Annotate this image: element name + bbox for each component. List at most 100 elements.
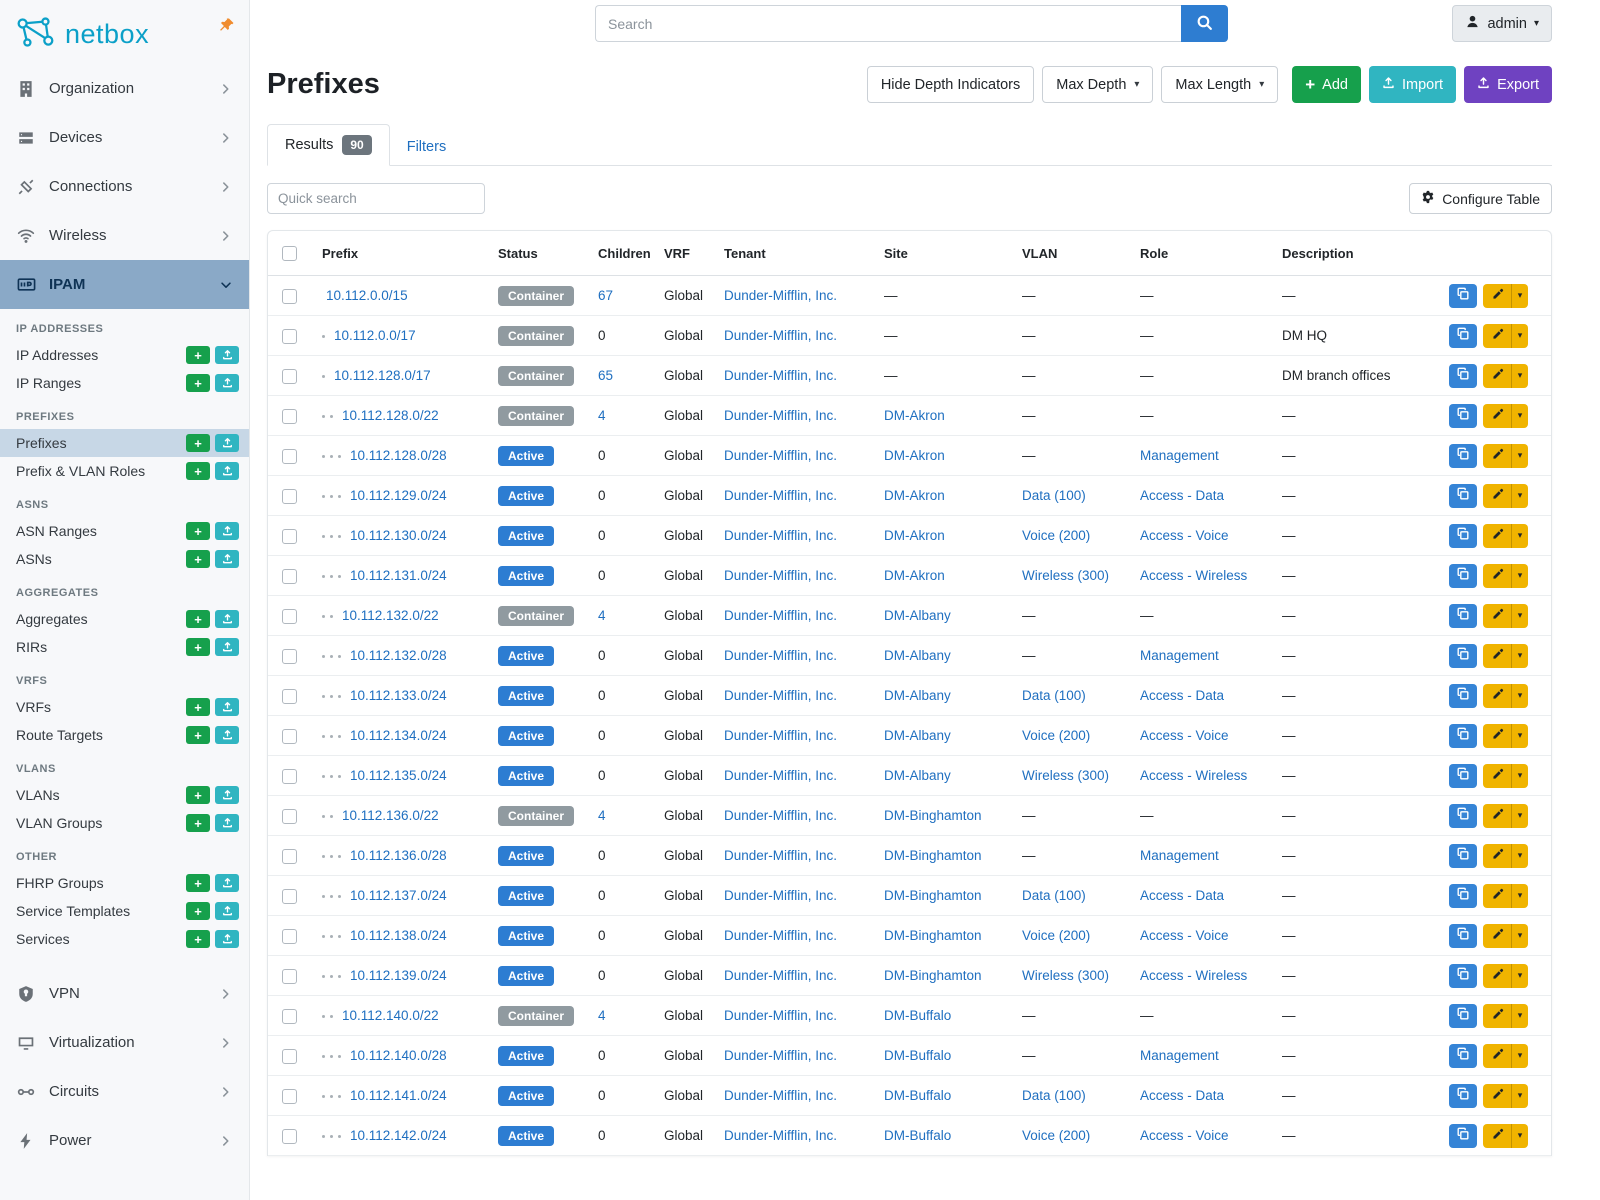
- children-link[interactable]: 67: [598, 288, 614, 304]
- role-link[interactable]: Access - Voice: [1140, 1128, 1229, 1144]
- tab-results[interactable]: Results 90: [267, 124, 390, 166]
- quick-add-button[interactable]: +: [186, 874, 210, 892]
- tenant-link[interactable]: Dunder-Mifflin, Inc.: [724, 568, 838, 584]
- children-link[interactable]: 4: [598, 1008, 606, 1024]
- sidebar-item-wireless[interactable]: Wireless: [0, 211, 249, 260]
- role-link[interactable]: Management: [1140, 448, 1219, 464]
- row-checkbox[interactable]: [282, 808, 297, 824]
- prefix-link[interactable]: 10.112.129.0/24: [350, 488, 447, 504]
- vlan-link[interactable]: Data (100): [1022, 488, 1086, 504]
- edit-dropdown-toggle[interactable]: ▾: [1511, 963, 1528, 988]
- copy-button[interactable]: [1449, 523, 1477, 548]
- tenant-link[interactable]: Dunder-Mifflin, Inc.: [724, 648, 838, 664]
- role-link[interactable]: Access - Voice: [1140, 528, 1229, 544]
- quick-import-button[interactable]: [215, 610, 239, 628]
- tenant-link[interactable]: Dunder-Mifflin, Inc.: [724, 488, 838, 504]
- row-checkbox[interactable]: [282, 408, 297, 424]
- copy-button[interactable]: [1449, 1003, 1477, 1028]
- role-link[interactable]: Management: [1140, 1048, 1219, 1064]
- copy-button[interactable]: [1449, 283, 1477, 308]
- site-link[interactable]: DM-Binghamton: [884, 968, 982, 984]
- quick-import-button[interactable]: [215, 698, 239, 716]
- sidebar-item-ip-ranges[interactable]: IP Ranges +: [0, 369, 249, 397]
- copy-button[interactable]: [1449, 763, 1477, 788]
- quick-import-button[interactable]: [215, 550, 239, 568]
- role-link[interactable]: Access - Data: [1140, 688, 1225, 704]
- row-checkbox[interactable]: [282, 848, 297, 864]
- row-checkbox[interactable]: [282, 1048, 297, 1064]
- edit-dropdown-toggle[interactable]: ▾: [1511, 643, 1528, 668]
- tenant-link[interactable]: Dunder-Mifflin, Inc.: [724, 688, 838, 704]
- edit-button[interactable]: [1483, 323, 1511, 348]
- column-header-children[interactable]: Children: [588, 231, 654, 277]
- select-all-checkbox[interactable]: [282, 246, 297, 262]
- prefix-link[interactable]: 10.112.136.0/22: [342, 808, 439, 824]
- quick-add-button[interactable]: +: [186, 726, 210, 744]
- quick-import-button[interactable]: [215, 522, 239, 540]
- edit-dropdown-toggle[interactable]: ▾: [1511, 1083, 1528, 1108]
- edit-dropdown-toggle[interactable]: ▾: [1511, 523, 1528, 548]
- sidebar-item-route-targets[interactable]: Route Targets +: [0, 721, 249, 749]
- max-depth-dropdown[interactable]: Max Depth ▾: [1042, 66, 1154, 103]
- prefix-link[interactable]: 10.112.141.0/24: [350, 1088, 447, 1104]
- edit-dropdown-toggle[interactable]: ▾: [1511, 923, 1528, 948]
- edit-button[interactable]: [1483, 963, 1511, 988]
- prefix-link[interactable]: 10.112.139.0/24: [350, 968, 447, 984]
- prefix-link[interactable]: 10.112.130.0/24: [350, 528, 447, 544]
- column-header-role[interactable]: Role: [1130, 231, 1272, 277]
- row-checkbox[interactable]: [282, 488, 297, 504]
- edit-button[interactable]: [1483, 923, 1511, 948]
- vlan-link[interactable]: Voice (200): [1022, 528, 1091, 544]
- site-link[interactable]: DM-Buffalo: [884, 1088, 952, 1104]
- copy-button[interactable]: [1449, 803, 1477, 828]
- edit-button[interactable]: [1483, 563, 1511, 588]
- export-button[interactable]: Export: [1464, 66, 1552, 103]
- quick-import-button[interactable]: [215, 786, 239, 804]
- site-link[interactable]: DM-Buffalo: [884, 1008, 952, 1024]
- quick-add-button[interactable]: +: [186, 550, 210, 568]
- prefix-link[interactable]: 10.112.134.0/24: [350, 728, 447, 744]
- sidebar-item-circuits[interactable]: Circuits: [0, 1067, 249, 1116]
- tenant-link[interactable]: Dunder-Mifflin, Inc.: [724, 968, 838, 984]
- edit-button[interactable]: [1483, 1083, 1511, 1108]
- edit-dropdown-toggle[interactable]: ▾: [1511, 483, 1528, 508]
- edit-dropdown-toggle[interactable]: ▾: [1511, 443, 1528, 468]
- prefix-link[interactable]: 10.112.128.0/22: [342, 408, 439, 424]
- prefix-link[interactable]: 10.112.128.0/17: [334, 368, 431, 384]
- row-checkbox[interactable]: [282, 328, 297, 344]
- edit-dropdown-toggle[interactable]: ▾: [1511, 723, 1528, 748]
- row-checkbox[interactable]: [282, 928, 297, 944]
- quick-import-button[interactable]: [215, 434, 239, 452]
- quick-add-button[interactable]: +: [186, 786, 210, 804]
- column-header-description[interactable]: Description: [1272, 231, 1439, 277]
- sidebar-item-aggregates[interactable]: Aggregates +: [0, 605, 249, 633]
- role-link[interactable]: Management: [1140, 848, 1219, 864]
- tenant-link[interactable]: Dunder-Mifflin, Inc.: [724, 1008, 838, 1024]
- tenant-link[interactable]: Dunder-Mifflin, Inc.: [724, 928, 838, 944]
- copy-button[interactable]: [1449, 323, 1477, 348]
- row-checkbox[interactable]: [282, 728, 297, 744]
- prefix-link[interactable]: 10.112.136.0/28: [350, 848, 447, 864]
- quick-add-button[interactable]: +: [186, 930, 210, 948]
- quick-add-button[interactable]: +: [186, 638, 210, 656]
- edit-dropdown-toggle[interactable]: ▾: [1511, 763, 1528, 788]
- tab-filters[interactable]: Filters: [406, 139, 447, 155]
- brand-name[interactable]: netbox: [65, 18, 150, 49]
- quick-import-button[interactable]: [215, 638, 239, 656]
- sidebar-item-organization[interactable]: Organization: [0, 64, 249, 113]
- prefix-link[interactable]: 10.112.131.0/24: [350, 568, 447, 584]
- quick-add-button[interactable]: +: [186, 434, 210, 452]
- quick-add-button[interactable]: +: [186, 698, 210, 716]
- site-link[interactable]: DM-Binghamton: [884, 848, 982, 864]
- quick-add-button[interactable]: +: [186, 522, 210, 540]
- sidebar-item-services[interactable]: Services +: [0, 925, 249, 953]
- tenant-link[interactable]: Dunder-Mifflin, Inc.: [724, 528, 838, 544]
- quick-add-button[interactable]: +: [186, 902, 210, 920]
- role-link[interactable]: Access - Data: [1140, 888, 1225, 904]
- quick-add-button[interactable]: +: [186, 346, 210, 364]
- edit-dropdown-toggle[interactable]: ▾: [1511, 883, 1528, 908]
- site-link[interactable]: DM-Buffalo: [884, 1128, 952, 1144]
- column-header-prefix[interactable]: Prefix: [312, 231, 488, 277]
- tenant-link[interactable]: Dunder-Mifflin, Inc.: [724, 408, 838, 424]
- row-checkbox[interactable]: [282, 288, 297, 304]
